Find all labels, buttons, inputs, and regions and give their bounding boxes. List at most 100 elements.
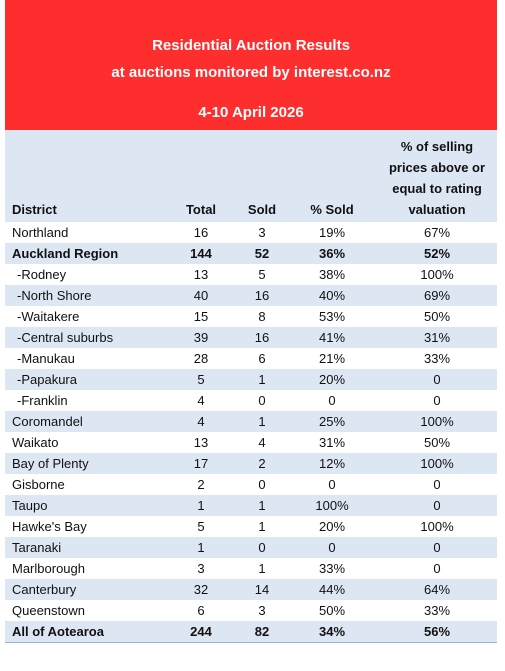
district-cell: Canterbury <box>5 579 165 600</box>
table-row: Gisborne 2 0 0 0 <box>5 474 497 495</box>
value-cell: 0 <box>287 537 377 558</box>
value-cell: 0 <box>377 495 497 516</box>
value-cell: 52 <box>237 243 287 264</box>
district-cell: Bay of Plenty <box>5 453 165 474</box>
value-cell: 0 <box>237 537 287 558</box>
value-cell: 31% <box>318 435 346 450</box>
table-row: All of Aotearoa 244 82 34% 56% <box>5 621 497 643</box>
title: Residential Auction Results <box>152 37 350 54</box>
district-cell: All of Aotearoa <box>5 621 165 643</box>
value-cell: 82 <box>237 621 287 643</box>
value-cell: 5 <box>165 369 237 390</box>
value-cell: 16 <box>237 327 287 348</box>
value-cell: 12% <box>287 453 377 474</box>
value-cell: 4 <box>258 435 266 450</box>
district-cell: Taupo <box>5 495 165 516</box>
table-row: Waikato 13 4 31% 50% <box>5 432 497 453</box>
value-cell: 13 <box>193 267 209 282</box>
table-row: -North Shore 40 16 40% 69% <box>5 285 497 306</box>
table-row: -Manukau 28 6 21% 33% <box>5 348 497 369</box>
value-cell: 20% <box>318 519 346 534</box>
table-row: Auckland Region 144 52 36% 52% <box>5 243 497 264</box>
value-cell: 1 <box>237 369 287 390</box>
value-cell: 40 <box>165 285 237 306</box>
district-cell: -Rodney <box>17 267 67 282</box>
value-cell: 21% <box>318 351 346 366</box>
value-cell: 32 <box>165 579 237 600</box>
table-row: Hawke's Bay 5 1 20% 100% <box>5 516 497 537</box>
column-header: % Sold <box>287 130 377 222</box>
district-cell: Queenstown <box>12 603 85 618</box>
district-cell: Coromandel <box>5 411 165 432</box>
district-cell: Marlborough <box>12 561 85 576</box>
table-row: Coromandel 4 1 25% 100% <box>5 411 497 432</box>
value-cell: 41% <box>287 327 377 348</box>
value-cell: 100% <box>287 495 377 516</box>
value-cell: 34% <box>287 621 377 643</box>
value-cell: 3 <box>258 225 266 240</box>
value-cell: 8 <box>258 309 266 324</box>
value-cell: 52% <box>377 243 497 264</box>
value-cell: 1 <box>237 495 287 516</box>
value-cell: 1 <box>258 519 266 534</box>
value-cell: 15 <box>193 309 209 324</box>
column-header: Total <box>165 130 237 222</box>
value-cell: 2 <box>197 477 205 492</box>
value-cell: 4 <box>165 411 237 432</box>
table-row: Queenstown 6 3 50% 33% <box>5 600 497 621</box>
table-row: -Papakura 5 1 20% 0 <box>5 369 497 390</box>
value-cell: 2 <box>237 453 287 474</box>
district-cell: Gisborne <box>12 477 65 492</box>
value-cell: 0 <box>258 393 266 408</box>
district-cell: -Waitakere <box>17 309 80 324</box>
value-cell: 50% <box>423 309 451 324</box>
value-cell: 31% <box>377 327 497 348</box>
value-cell: 1 <box>258 561 266 576</box>
column-header: % of selling prices above or equal to ra… <box>377 130 497 222</box>
district-cell: -Papakura <box>5 369 165 390</box>
column-header: District <box>5 130 165 222</box>
date: 4-10 April 2026 <box>198 104 304 121</box>
value-cell: 100% <box>420 267 454 282</box>
results-table: District Total Sold % Sold % of selling … <box>5 130 497 643</box>
value-cell: 100% <box>377 453 497 474</box>
table-row: Northland 16 3 19% 67% <box>5 222 497 243</box>
value-cell: 6 <box>258 351 266 366</box>
value-cell: 100% <box>420 519 454 534</box>
value-cell: 20% <box>287 369 377 390</box>
value-cell: 44% <box>287 579 377 600</box>
value-cell: 0 <box>377 369 497 390</box>
district-cell: Auckland Region <box>5 243 165 264</box>
value-cell: 50% <box>318 603 346 618</box>
value-cell: 38% <box>318 267 346 282</box>
district-cell: Taranaki <box>5 537 165 558</box>
district-cell: -Franklin <box>17 393 68 408</box>
banner: Residential Auction Results at auctions … <box>5 0 497 130</box>
value-cell: 36% <box>287 243 377 264</box>
value-cell: 6 <box>197 603 205 618</box>
district-cell: -North Shore <box>5 285 165 306</box>
header-row: District Total Sold % Sold % of selling … <box>5 130 497 222</box>
value-cell: 1 <box>165 495 237 516</box>
subtitle: at auctions monitored by interest.co.nz <box>111 64 391 81</box>
value-cell: 56% <box>377 621 497 643</box>
value-cell: 67% <box>423 225 451 240</box>
value-cell: 25% <box>287 411 377 432</box>
table-row: -Franklin 4 0 0 0 <box>5 390 497 411</box>
table-row: -Central suburbs 39 16 41% 31% <box>5 327 497 348</box>
district-cell: Waikato <box>12 435 59 450</box>
value-cell: 40% <box>287 285 377 306</box>
value-cell: 64% <box>377 579 497 600</box>
value-cell: 5 <box>197 519 205 534</box>
value-cell: 5 <box>258 267 266 282</box>
table-row: Taranaki 1 0 0 0 <box>5 537 497 558</box>
column-header: Sold <box>237 130 287 222</box>
value-cell: 244 <box>165 621 237 643</box>
table-row: Bay of Plenty 17 2 12% 100% <box>5 453 497 474</box>
district-cell: -Central suburbs <box>5 327 165 348</box>
value-cell: 0 <box>433 393 441 408</box>
table-row: Marlborough 3 1 33% 0 <box>5 558 497 579</box>
report: Residential Auction Results at auctions … <box>5 0 497 643</box>
value-cell: 0 <box>433 561 441 576</box>
